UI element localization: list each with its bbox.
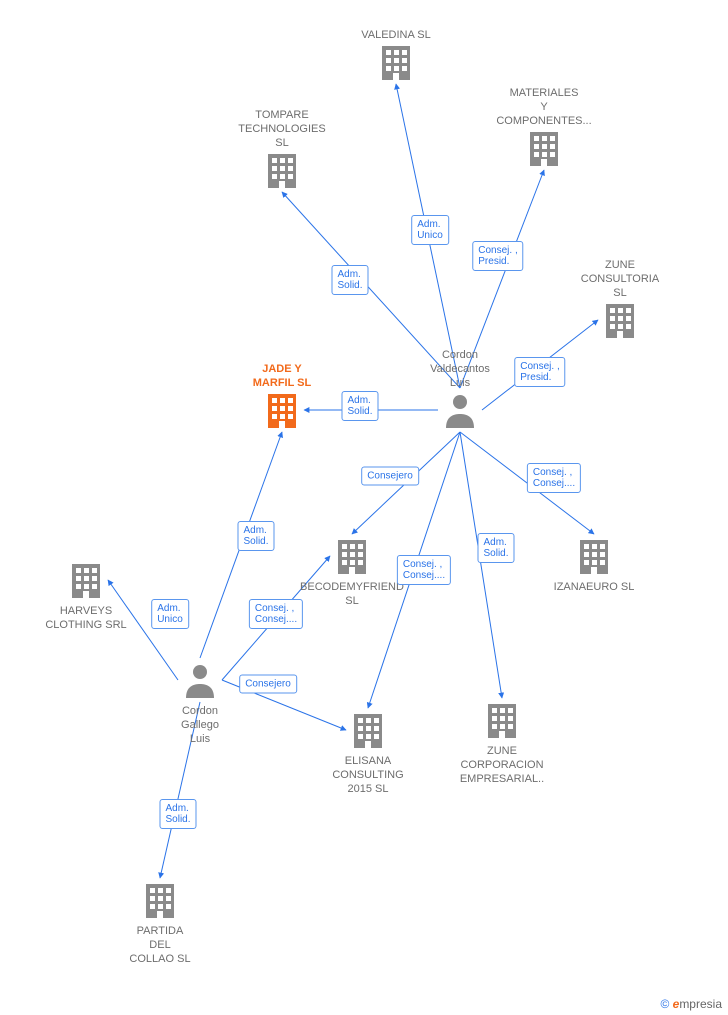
edge-label: Consejero xyxy=(361,467,419,486)
edge-label: Consejero xyxy=(239,675,297,694)
building-icon xyxy=(336,42,456,82)
building-icon xyxy=(560,300,680,340)
edge-label: Consej. , Consej.... xyxy=(249,599,303,629)
node-label: ZUNE CONSULTORIA SL xyxy=(560,258,680,300)
person-icon xyxy=(400,390,520,430)
person-node-pGallego[interactable]: Cordon Gallego Luis xyxy=(140,660,260,746)
diagram-canvas xyxy=(0,0,728,1015)
building-icon xyxy=(26,560,146,600)
node-label: IZANAEURO SL xyxy=(534,580,654,594)
node-label: Cordon Gallego Luis xyxy=(140,704,260,746)
company-node-becode[interactable]: BECODEMYFRIEND SL xyxy=(292,536,412,608)
node-label: VALEDINA SL xyxy=(336,28,456,42)
edge-label: Adm. Solid. xyxy=(477,533,514,563)
edge-label: Adm. Unico xyxy=(411,215,449,245)
company-node-zunecons[interactable]: ZUNE CONSULTORIA SL xyxy=(560,254,680,340)
edge-label: Adm. Solid. xyxy=(331,265,368,295)
node-label: HARVEYS CLOTHING SRL xyxy=(26,604,146,632)
building-icon xyxy=(308,710,428,750)
node-label: TOMPARE TECHNOLOGIES SL xyxy=(222,108,342,150)
building-icon xyxy=(442,700,562,740)
building-icon xyxy=(534,536,654,576)
company-node-tompare[interactable]: TOMPARE TECHNOLOGIES SL xyxy=(222,104,342,190)
building-icon xyxy=(100,880,220,920)
node-label: ELISANA CONSULTING 2015 SL xyxy=(308,754,428,796)
edge-label: Adm. Solid. xyxy=(341,391,378,421)
watermark: © empresia xyxy=(660,997,722,1011)
edge-label: Adm. Solid. xyxy=(159,799,196,829)
edge-label: Consej. , Presid. xyxy=(514,357,565,387)
company-node-zunecorp[interactable]: ZUNE CORPORACION EMPRESARIAL.. xyxy=(442,700,562,786)
company-node-elisana[interactable]: ELISANA CONSULTING 2015 SL xyxy=(308,710,428,796)
edge-label: Adm. Solid. xyxy=(237,521,274,551)
node-label: MATERIALES Y COMPONENTES... xyxy=(484,86,604,128)
edge-label: Adm. Unico xyxy=(151,599,189,629)
company-node-izana[interactable]: IZANAEURO SL xyxy=(534,536,654,594)
company-node-partida[interactable]: PARTIDA DEL COLLAO SL xyxy=(100,880,220,966)
person-node-pValde[interactable]: Cordon Valdecantos Luis xyxy=(400,344,520,430)
building-icon xyxy=(222,390,342,430)
company-node-jade[interactable]: JADE Y MARFIL SL xyxy=(222,358,342,430)
building-icon xyxy=(292,536,412,576)
building-icon xyxy=(484,128,604,168)
node-label: Cordon Valdecantos Luis xyxy=(400,348,520,390)
company-node-materiales[interactable]: MATERIALES Y COMPONENTES... xyxy=(484,82,604,168)
edge-label: Consej. , Consej.... xyxy=(527,463,581,493)
building-icon xyxy=(222,150,342,190)
company-node-valedina[interactable]: VALEDINA SL xyxy=(336,24,456,82)
copyright-symbol: © xyxy=(660,997,669,1011)
node-label: PARTIDA DEL COLLAO SL xyxy=(100,924,220,966)
brand-rest: mpresia xyxy=(679,997,722,1011)
node-label: BECODEMYFRIEND SL xyxy=(292,580,412,608)
edge-label: Consej. , Consej.... xyxy=(397,555,451,585)
node-label: ZUNE CORPORACION EMPRESARIAL.. xyxy=(442,744,562,786)
node-label: JADE Y MARFIL SL xyxy=(222,362,342,390)
company-node-harveys[interactable]: HARVEYS CLOTHING SRL xyxy=(26,560,146,632)
edge-pValde-zunecorp xyxy=(460,432,502,698)
edge-label: Consej. , Presid. xyxy=(472,241,523,271)
